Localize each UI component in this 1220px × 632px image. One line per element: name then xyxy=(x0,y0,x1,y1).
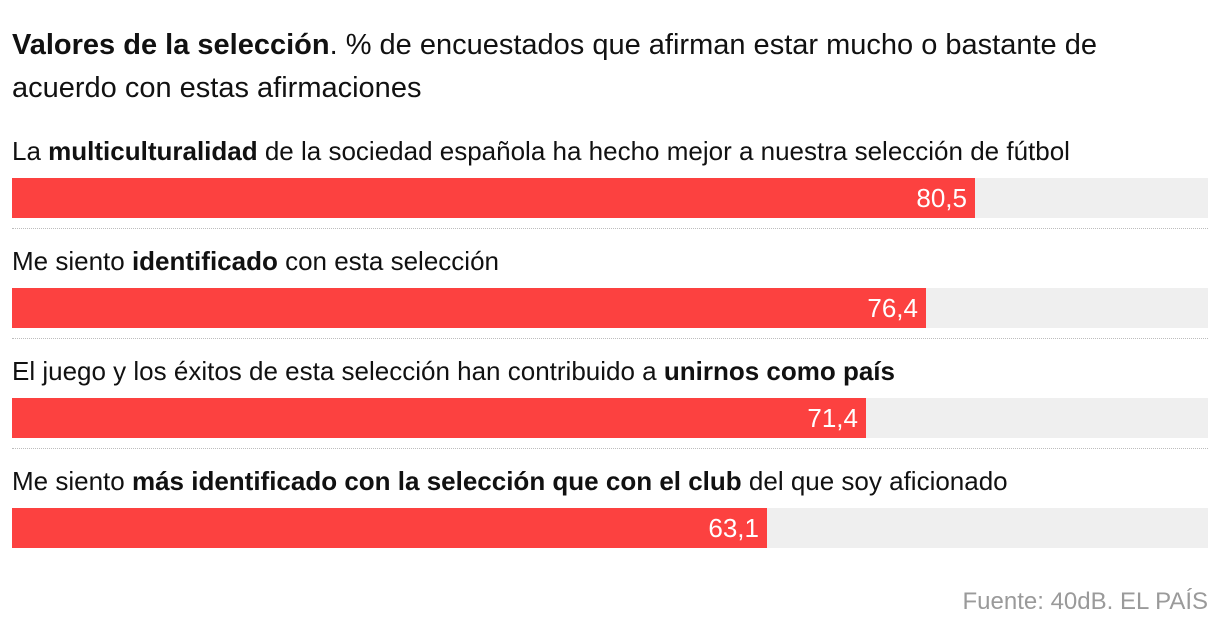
bar-row: El juego y los éxitos de esta selección … xyxy=(12,340,1208,450)
bar-value-label: 71,4 xyxy=(807,403,858,433)
bar-label: El juego y los éxitos de esta selección … xyxy=(12,354,895,388)
bar-value-label: 80,5 xyxy=(916,183,967,213)
bar-row: Me siento identificado con esta selecció… xyxy=(12,230,1208,340)
title-bold: Valores de la selección xyxy=(12,29,330,61)
label-pre: El juego y los éxitos de esta selección … xyxy=(12,356,664,386)
bar-track: 71,4 xyxy=(12,398,1208,438)
bar-row: La multiculturalidad de la sociedad espa… xyxy=(12,120,1208,230)
row-divider xyxy=(12,448,1208,449)
bar-value-label: 76,4 xyxy=(867,293,918,323)
label-post: de la sociedad española ha hecho mejor a… xyxy=(257,136,1070,166)
title-rest: . % de encuestados que afirman estar muc… xyxy=(12,29,1097,104)
label-pre: La xyxy=(12,136,49,166)
bar-label: La multiculturalidad de la sociedad espa… xyxy=(12,134,1070,168)
label-pre: Me siento xyxy=(12,466,132,496)
bar-track: 63,1 xyxy=(12,508,1208,548)
bar-value-label: 63,1 xyxy=(708,513,759,543)
bar-track: 76,4 xyxy=(12,288,1208,328)
label-bold: unirnos como país xyxy=(663,356,895,386)
bar xyxy=(12,398,866,438)
bar xyxy=(12,178,975,218)
bar-row: Me siento más identificado con la selecc… xyxy=(12,450,1208,560)
label-post: del que soy aficionado xyxy=(741,466,1008,496)
label-bold: más identificado con la selección que co… xyxy=(131,466,742,496)
label-bold: identificado xyxy=(131,246,278,276)
label-bold: multiculturalidad xyxy=(48,136,258,166)
bar-label: Me siento identificado con esta selecció… xyxy=(12,244,499,278)
row-divider xyxy=(12,338,1208,339)
label-post: con esta selección xyxy=(277,246,499,276)
row-divider xyxy=(12,228,1208,229)
bar xyxy=(12,508,767,548)
source-note: Fuente: 40dB. EL PAÍS xyxy=(962,588,1208,615)
bar-track: 80,5 xyxy=(12,178,1208,218)
bar xyxy=(12,288,926,328)
bar-label: Me siento más identificado con la selecc… xyxy=(12,464,1008,498)
label-pre: Me siento xyxy=(12,246,132,276)
chart-title: Valores de la selección. % de encuestado… xyxy=(12,24,1208,110)
bar-chart: La multiculturalidad de la sociedad espa… xyxy=(12,120,1208,560)
